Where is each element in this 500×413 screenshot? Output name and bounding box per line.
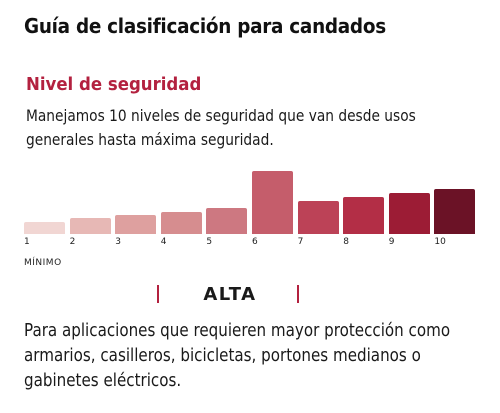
level-bar-5 xyxy=(206,208,248,234)
level-tick-7: 7 xyxy=(297,237,304,247)
level-bar-7 xyxy=(297,201,339,234)
level-marker-right xyxy=(297,285,299,303)
level-tick-2: 2 xyxy=(69,237,76,247)
level-bar-6 xyxy=(252,171,293,234)
level-bar-3 xyxy=(115,215,157,234)
level-tick-9: 9 xyxy=(388,237,395,247)
level-bar-1 xyxy=(24,222,65,234)
level-tick-3: 3 xyxy=(115,237,121,247)
security-level-tick-labels: 1 2 3 4 5 6 7 8 9 10 xyxy=(24,237,484,251)
level-tick-10: 10 xyxy=(434,237,446,247)
level-bar-8 xyxy=(343,197,385,234)
level-bar-4 xyxy=(160,212,202,234)
level-tick-1: 1 xyxy=(24,237,30,247)
security-level-scale xyxy=(24,170,479,234)
level-tick-4: 4 xyxy=(160,237,167,247)
level-bar-9 xyxy=(388,193,430,234)
security-level-heading: Nivel de seguridad xyxy=(26,74,202,95)
minimum-label: MÍNIMO xyxy=(24,258,62,268)
level-name: ALTA xyxy=(203,284,257,305)
page-title: Guía de clasificación para candados xyxy=(24,14,386,38)
level-indicator: ALTA xyxy=(0,284,500,308)
level-tick-8: 8 xyxy=(343,237,349,247)
level-tick-6: 6 xyxy=(252,237,258,247)
level-marker-left xyxy=(157,285,159,303)
level-bar-10 xyxy=(434,189,476,234)
level-application-description: Para aplicaciones que requieren mayor pr… xyxy=(24,320,451,391)
level-tick-5: 5 xyxy=(206,237,213,247)
level-bar-2 xyxy=(69,218,111,234)
security-level-description: Manejamos 10 niveles de seguridad que va… xyxy=(26,106,416,149)
